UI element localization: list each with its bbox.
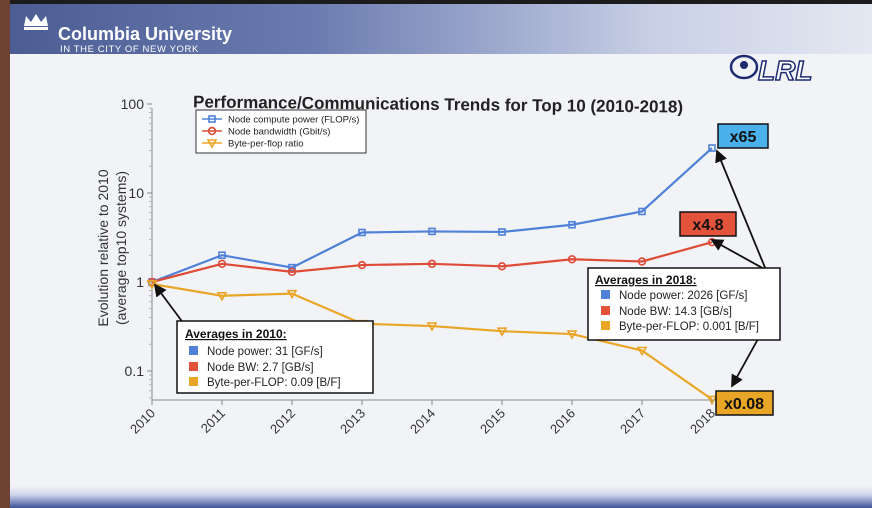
series-1-point-5 (497, 262, 507, 271)
series-0 (148, 144, 716, 286)
averages-2018-bpf-swatch (601, 321, 610, 330)
legend-label-1: Node bandwidth (Gbit/s) (228, 127, 330, 138)
callout-x0.08-label: x0.08 (724, 396, 764, 413)
series-line-2 (151, 282, 713, 401)
header-band (10, 4, 872, 54)
series-2-point-4 (426, 322, 438, 332)
averages-2018-power: Node power: 2026 [GF/s] (619, 290, 747, 302)
series-1-point-2 (287, 267, 297, 277)
series-1-point-6 (567, 255, 577, 264)
series-0-point-8 (708, 144, 716, 152)
legend: Node compute power (FLOP/s)Node bandwidt… (195, 109, 367, 154)
averages-2018-bw-swatch (601, 306, 610, 315)
series-line-1 (151, 241, 713, 284)
x-tick-label-3: 2013 (337, 406, 368, 437)
averages-2010-power-swatch (189, 346, 198, 355)
averages-2010-bpf-swatch (189, 377, 198, 386)
series-2-point-8 (706, 395, 718, 405)
x-tick-label-8: 2018 (687, 406, 718, 437)
series-2-point-7 (636, 346, 648, 357)
arrow-to-x65 (715, 149, 767, 271)
legend-marker-0 (208, 115, 216, 123)
series-0-point-5 (498, 228, 506, 236)
averages-2018-box: Averages in 2018: Node power: 2026 [GF/s… (587, 267, 781, 341)
series-1-point-7 (637, 257, 647, 266)
legend-marker-1 (207, 126, 217, 136)
averages-2018-bw: Node BW: 14.3 [GB/s] (619, 306, 732, 318)
y-tick-label-3: 0.1 (125, 363, 145, 379)
series-line-0 (151, 147, 713, 284)
x-ticks: 2010 2011 2012 2013 2014 2015 2016 2017 2018 (127, 400, 718, 437)
x-tick-label-5: 2015 (477, 406, 508, 437)
callout-x65-label: x65 (730, 129, 757, 146)
legend-label-0: Node compute power (FLOP/s) (228, 115, 359, 126)
legend-label-2: Byte-per-flop ratio (228, 139, 304, 150)
arrow-to-2010 (153, 283, 185, 325)
averages-2010-box: Averages in 2010: Node power: 31 [GF/s] … (176, 320, 374, 394)
crown-icon (24, 14, 48, 30)
x-tick-label-7: 2017 (617, 406, 648, 437)
series-2-point-2 (286, 289, 298, 300)
averages-2018-bpf: Byte-per-FLOP: 0.001 [B/F] (619, 321, 759, 333)
y-axis-label-line1: Evolution relative to 2010 (95, 169, 111, 326)
callout-x4.8: x4.8 (679, 211, 737, 237)
footer-band (10, 486, 872, 508)
university-name: Columbia University (58, 24, 232, 44)
x-tick-label-0: 2010 (127, 406, 158, 437)
averages-2018-power-swatch (601, 290, 610, 299)
series-0-point-1 (218, 251, 226, 260)
lab-logo-text: LRL (758, 55, 812, 86)
arrow-to-x0.08 (731, 338, 759, 388)
averages-2010-bw: Node BW: 2.7 [GB/s] (207, 362, 314, 374)
averages-2010-bpf: Byte-per-FLOP: 0.09 [B/F] (207, 377, 341, 389)
y-tick-label-0: 100 (121, 96, 145, 112)
legend-box (195, 109, 367, 154)
y-ticks: 100 10 1 0.1 (121, 96, 152, 399)
y-tick-label-1: 10 (128, 185, 144, 201)
series-1-point-4 (427, 259, 437, 269)
callout-arrows (153, 149, 767, 388)
series-0-point-3 (358, 228, 366, 237)
lab-logo: LRL (729, 54, 813, 87)
series-0-point-4 (428, 227, 436, 236)
callout-x0.08: x0.08 (715, 390, 774, 416)
callout-x65: x65 (717, 123, 769, 149)
slide-frame (10, 0, 872, 508)
averages-2010-title: Averages in 2010: (185, 327, 287, 341)
legend-marker-2 (206, 139, 218, 149)
averages-2018-title: Averages in 2018: (595, 273, 697, 287)
averages-2010-bw-swatch (189, 362, 198, 371)
y-axis-label-line2: (average top10 systems) (113, 171, 129, 325)
x-tick-label-6: 2016 (547, 406, 578, 437)
series-2-point-5 (496, 327, 508, 337)
series-0-point-7 (638, 207, 646, 216)
university-city: IN THE CITY OF NEW YORK (60, 44, 199, 55)
series-1-point-3 (357, 260, 367, 270)
x-tick-label-1: 2011 (198, 406, 228, 436)
x-tick-label-2: 2012 (267, 406, 298, 437)
arrow-to-x4.8 (710, 239, 767, 271)
averages-2010-power: Node power: 31 [GF/s] (207, 346, 323, 358)
series-0-point-6 (568, 220, 576, 229)
series-layer (146, 144, 718, 405)
series-2-point-1 (216, 291, 228, 302)
series-2-point-6 (566, 330, 578, 340)
callout-x4.8-label: x4.8 (692, 217, 723, 234)
series-0-point-2 (288, 263, 296, 272)
series-1-point-1 (217, 259, 227, 269)
y-tick-label-2: 1 (136, 274, 144, 290)
x-tick-label-4: 2014 (407, 406, 438, 437)
